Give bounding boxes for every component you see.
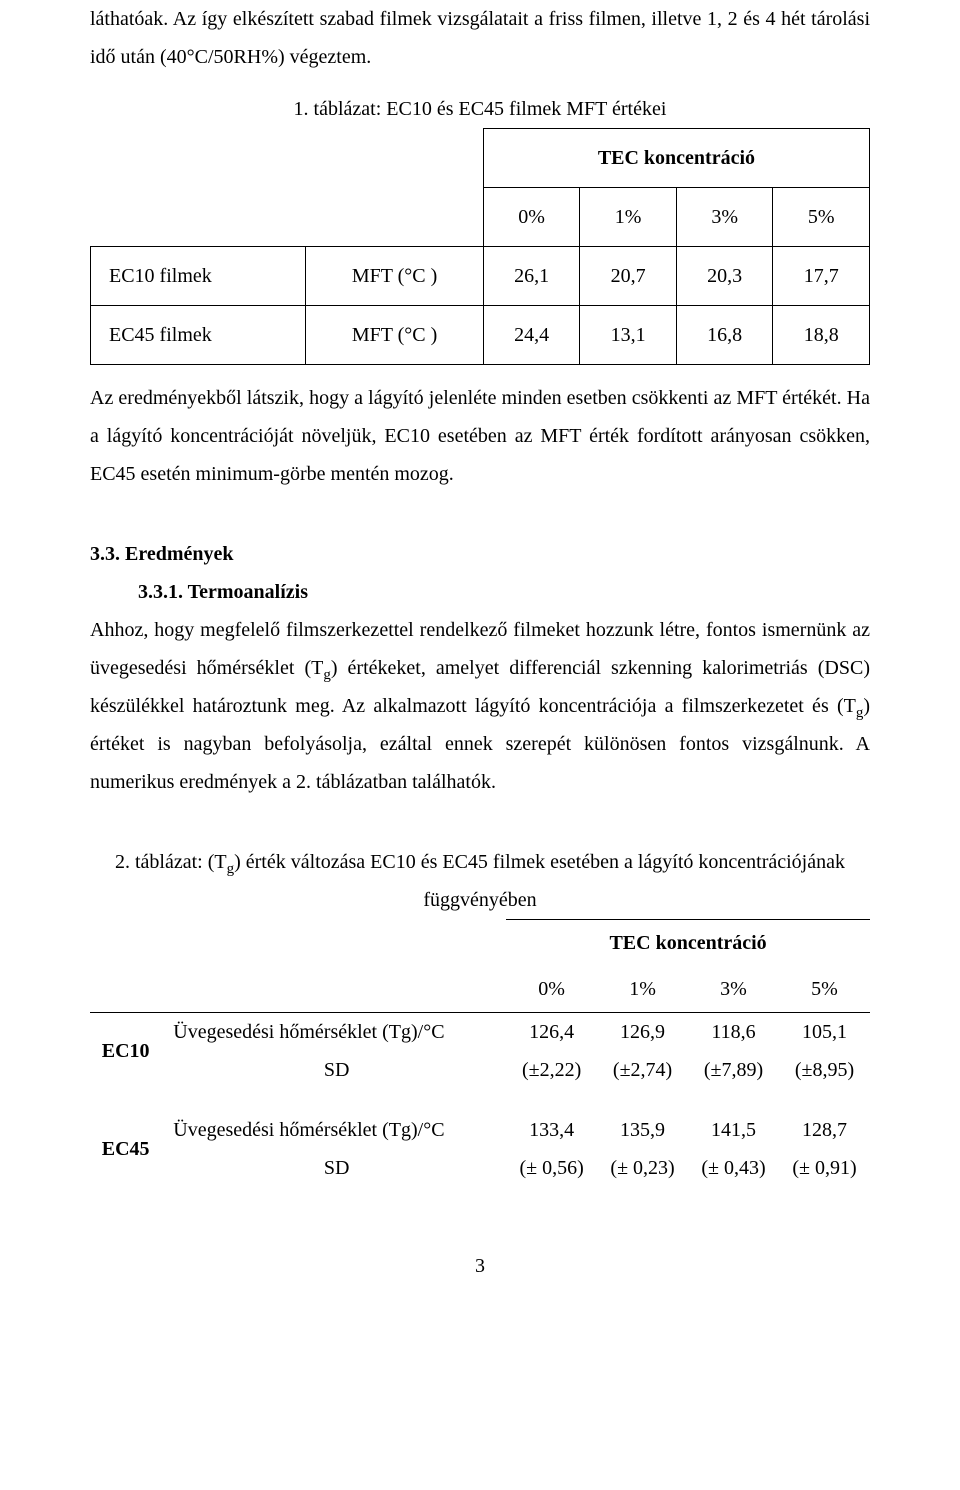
t2-val: 141,5 — [688, 1111, 779, 1149]
table2-caption-line2: függvényében — [90, 881, 870, 919]
t2-metric-label: Üvegesedési hőmérséklet (Tg)/°C — [161, 1013, 506, 1052]
t1-pct: 3% — [676, 188, 773, 247]
t2-val: 105,1 — [779, 1013, 870, 1052]
t1-val: 16,8 — [676, 306, 773, 365]
t1-rowlabel: EC45 filmek — [91, 306, 306, 365]
t2-val: 133,4 — [506, 1111, 597, 1149]
t2-pct: 1% — [597, 966, 688, 1013]
table1: TEC koncentráció 0% 1% 3% 5% EC10 filmek… — [90, 128, 870, 365]
t2-spacer — [90, 1089, 870, 1111]
t2-group-label: EC45 — [90, 1111, 161, 1187]
t2-sd: (± 0,43) — [688, 1149, 779, 1187]
t2-metric-label: Üvegesedési hőmérséklet (Tg)/°C — [161, 1111, 506, 1149]
intro-paragraph: láthatóak. Az így elkészített szabad fil… — [90, 0, 870, 76]
t2-sd: (±8,95) — [779, 1051, 870, 1089]
t2-sd: (±2,22) — [506, 1051, 597, 1089]
t2-sd-label: SD — [161, 1149, 506, 1187]
t2-val: 128,7 — [779, 1111, 870, 1149]
t2-pct: 3% — [688, 966, 779, 1013]
table2-caption-text: ) érték változása EC10 és EC45 filmek es… — [234, 851, 845, 873]
t2-sd-label: SD — [161, 1051, 506, 1089]
t2-blank — [161, 920, 506, 967]
t2-blank — [161, 966, 506, 1013]
t2-sd: (± 0,23) — [597, 1149, 688, 1187]
table2-caption-text: 2. táblázat: (T — [115, 851, 227, 873]
t1-pct: 5% — [773, 188, 870, 247]
t1-val: 26,1 — [483, 247, 580, 306]
subsection-heading: 3.3.1. Termoanalízis — [90, 573, 870, 611]
t1-blank — [306, 129, 484, 188]
t1-blank — [91, 129, 306, 188]
table2-caption: 2. táblázat: (Tg) érték változása EC10 é… — [90, 843, 870, 881]
t2-val: 126,4 — [506, 1013, 597, 1052]
table2: TEC koncentráció 0% 1% 3% 5% EC10 Üveges… — [90, 919, 870, 1187]
page-number: 3 — [90, 1247, 870, 1285]
t2-blank — [90, 920, 161, 967]
tg-subscript: g — [227, 861, 235, 877]
t1-blank — [91, 188, 306, 247]
t2-val: 118,6 — [688, 1013, 779, 1052]
t2-blank — [90, 966, 161, 1013]
t1-val: 18,8 — [773, 306, 870, 365]
t2-tec-header: TEC koncentráció — [506, 920, 870, 967]
table1-caption: 1. táblázat: EC10 és EC45 filmek MFT ért… — [90, 90, 870, 128]
t1-tec-header: TEC koncentráció — [483, 129, 869, 188]
t2-pct: 5% — [779, 966, 870, 1013]
t1-unit: MFT (°C ) — [306, 306, 484, 365]
para-termo: Ahhoz, hogy megfelelő filmszerkezettel r… — [90, 611, 870, 801]
t2-sd: (±2,74) — [597, 1051, 688, 1089]
para-after-t1: Az eredményekből látszik, hogy a lágyító… — [90, 379, 870, 493]
tg-subscript: g — [323, 667, 331, 683]
t1-val: 17,7 — [773, 247, 870, 306]
t1-pct: 1% — [580, 188, 677, 247]
section-heading: 3.3. Eredmények — [90, 535, 870, 573]
t2-pct: 0% — [506, 966, 597, 1013]
t1-blank — [306, 188, 484, 247]
t2-sd: (±7,89) — [688, 1051, 779, 1089]
t1-val: 20,3 — [676, 247, 773, 306]
t1-pct: 0% — [483, 188, 580, 247]
t2-val: 135,9 — [597, 1111, 688, 1149]
t2-sd: (± 0,56) — [506, 1149, 597, 1187]
t2-val: 126,9 — [597, 1013, 688, 1052]
t1-val: 13,1 — [580, 306, 677, 365]
t1-val: 24,4 — [483, 306, 580, 365]
t1-val: 20,7 — [580, 247, 677, 306]
t1-rowlabel: EC10 filmek — [91, 247, 306, 306]
t2-group-label: EC10 — [90, 1013, 161, 1090]
t1-unit: MFT (°C ) — [306, 247, 484, 306]
t2-sd: (± 0,91) — [779, 1149, 870, 1187]
